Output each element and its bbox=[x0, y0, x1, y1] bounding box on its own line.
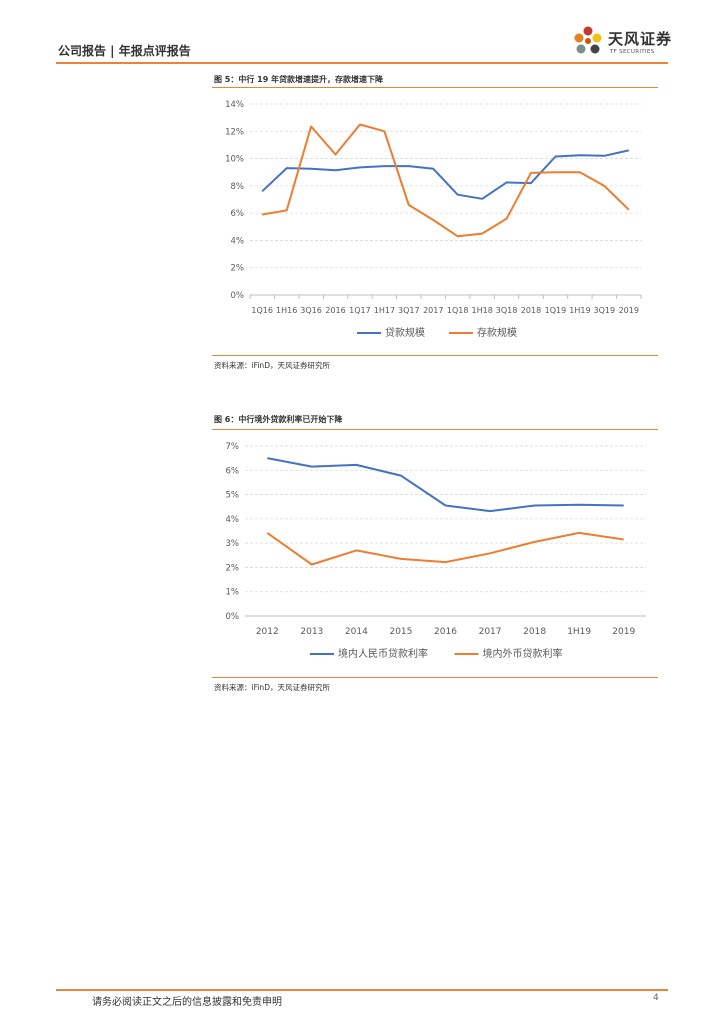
fig5-x-tick-label: 1H16 bbox=[276, 306, 297, 315]
fig5-series-line-2 bbox=[262, 123, 630, 238]
fig6-x-tick-label: 2014 bbox=[345, 627, 368, 637]
fig6-x-tick-label: 1H19 bbox=[567, 627, 591, 637]
fig5-x-tick-label: 1H17 bbox=[374, 306, 395, 315]
fig5-x-tick-label: 1Q18 bbox=[447, 306, 469, 315]
fig5-y-tick-label: 4% bbox=[231, 236, 245, 246]
fig5-x-tick-label: 2017 bbox=[423, 306, 443, 315]
fig6-x-tick-label: 2019 bbox=[612, 627, 635, 637]
fig6-y-tick-label: 6% bbox=[226, 466, 240, 476]
page-number: 4 bbox=[653, 993, 659, 1003]
footer-divider bbox=[56, 989, 668, 991]
fig5-series-line-1 bbox=[261, 149, 630, 200]
logo-english-name: TF SECURITIES bbox=[610, 49, 655, 55]
logo-chinese-name: 天风证券 bbox=[608, 30, 673, 48]
fig5-y-tick-label: 8% bbox=[231, 182, 245, 192]
fig5-legend-label-1: 贷款规模 bbox=[385, 326, 425, 339]
fig6-y-tick-label: 3% bbox=[226, 539, 240, 549]
fig6-x-tick-label: 2018 bbox=[523, 627, 546, 637]
fig5-x-tick-label: 2018 bbox=[521, 306, 541, 315]
fig5-x-tick-label: 1H19 bbox=[569, 306, 590, 315]
fig5-x-tick-label: 2019 bbox=[619, 306, 639, 315]
fig6-x-tick-label: 2017 bbox=[479, 627, 502, 637]
fig5-y-tick-label: 10% bbox=[225, 155, 244, 165]
footer-disclaimer: 请务必阅读正文之后的信息披露和免责申明 bbox=[92, 997, 282, 1008]
fig6-x-tick-label: 2013 bbox=[300, 627, 323, 637]
fig5-y-tick-label: 6% bbox=[231, 209, 245, 219]
fig5-x-tick-label: 1H18 bbox=[472, 306, 493, 315]
fig6-y-tick-label: 5% bbox=[226, 491, 240, 501]
fig5-y-tick-label: 14% bbox=[225, 100, 244, 110]
figure-5-title: 图 5：中行 19 年贷款增速提升，存款增速下降 bbox=[214, 75, 384, 84]
figure-5-line-chart: 0%2%4%6%8%10%12%14%1Q16 1H16 3Q16 2016 1Q17 1… bbox=[225, 100, 642, 339]
fig6-series-line-2 bbox=[266, 531, 624, 566]
figure-6-bottom-line bbox=[212, 677, 658, 678]
fig5-x-tick-label: 1Q19 bbox=[545, 306, 567, 315]
fig5-x-tick-label: 3Q16 bbox=[300, 306, 322, 315]
fig5-x-tick-label: 1Q17 bbox=[349, 306, 371, 315]
figure-6-title: 图 6：中行境外贷款利率已开始下降 bbox=[214, 415, 343, 424]
fig6-legend-label-1: 境内人民币贷款利率 bbox=[338, 647, 428, 660]
fig5-x-tick-label: 1Q16 bbox=[251, 306, 273, 315]
fig5-legend-label-2: 存款规模 bbox=[477, 326, 517, 339]
fig6-y-tick-label: 1% bbox=[226, 588, 240, 598]
fig6-y-tick-label: 4% bbox=[226, 515, 240, 525]
figure-5-bottom-line bbox=[212, 355, 658, 356]
fig5-y-tick-label: 12% bbox=[225, 127, 244, 137]
fig5-x-tick-label: 3Q17 bbox=[398, 306, 420, 315]
fig6-y-tick-label: 0% bbox=[226, 612, 240, 622]
figure-6-top-line bbox=[212, 429, 658, 430]
figure-5-source: 资料来源：iFinD，天风证券研究所 bbox=[214, 361, 330, 370]
fig6-x-tick-label: 2016 bbox=[434, 627, 457, 637]
fig6-series-line-1 bbox=[267, 457, 624, 513]
figure-6-source: 资料来源：iFinD，天风证券研究所 bbox=[214, 683, 330, 692]
fig5-y-tick-label: 2% bbox=[231, 264, 245, 274]
report-type-header: 公司报告 | 年报点评报告 bbox=[58, 44, 191, 58]
fig6-legend-label-2: 境内外币贷款利率 bbox=[483, 647, 563, 660]
fig5-y-tick-label: 0% bbox=[231, 291, 245, 301]
fig6-y-tick-label: 7% bbox=[226, 442, 240, 452]
header-divider bbox=[56, 62, 668, 64]
fig6-y-tick-label: 2% bbox=[226, 563, 240, 573]
company-logo: 天风证券 TF SECURITIES bbox=[570, 24, 680, 60]
figure-5-top-line bbox=[212, 87, 658, 88]
figure-6-line-chart: 0% 1% 2% 3% 4% 5% 6% 7% 2012 2013 2014 2015 2016 2017… bbox=[226, 442, 646, 660]
fig6-x-tick-label: 2012 bbox=[256, 627, 279, 637]
flower-logo-icon bbox=[574, 26, 602, 54]
fig5-x-tick-label: 3Q18 bbox=[496, 306, 518, 315]
fig5-x-tick-label: 2016 bbox=[325, 306, 345, 315]
fig6-x-tick-label: 2015 bbox=[389, 627, 412, 637]
fig5-x-tick-label: 3Q19 bbox=[594, 306, 616, 315]
